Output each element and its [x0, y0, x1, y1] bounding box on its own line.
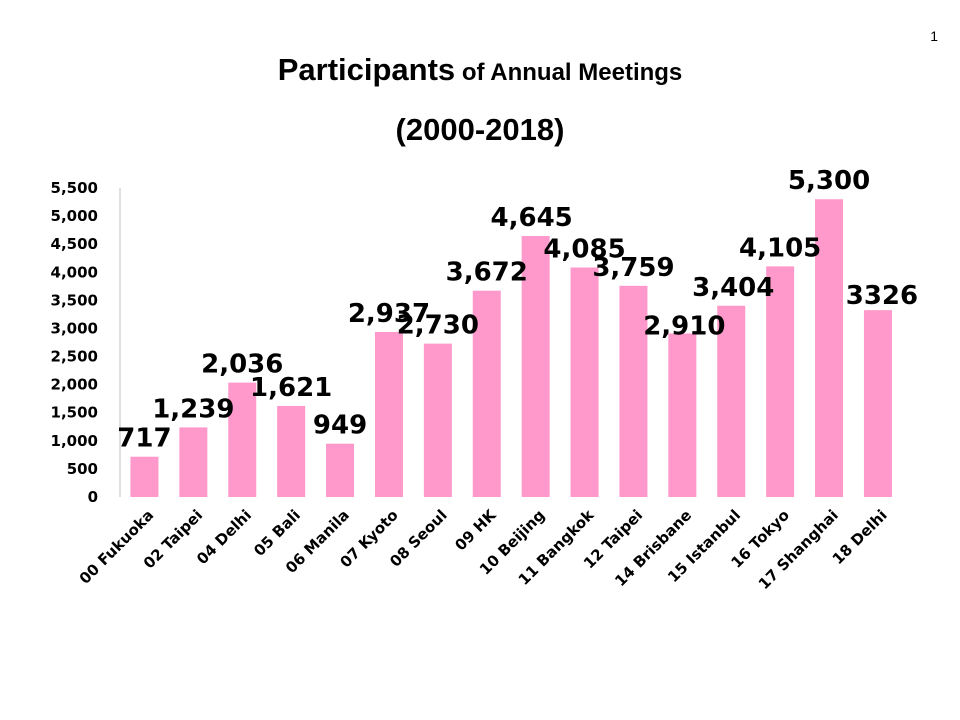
bar-02-taipei: [179, 427, 208, 497]
y-tick-label: 1,000: [51, 432, 98, 450]
y-tick-label: 5,000: [51, 207, 98, 225]
bar-05-bali: [277, 405, 306, 497]
y-tick-label: 5,500: [51, 179, 98, 197]
y-tick-label: 1,500: [51, 404, 98, 422]
y-tick-label: 4,000: [51, 263, 98, 281]
bar-06-manila: [326, 443, 355, 497]
data-label: 3,759: [592, 253, 674, 283]
x-tick-label: 00 Fukuoka: [76, 506, 158, 588]
y-tick-label: 4,500: [51, 235, 98, 253]
x-tick-label: 09 HK: [451, 505, 500, 554]
y-tick-label: 3,500: [51, 291, 98, 309]
bar-07-kyoto: [374, 331, 403, 497]
data-label: 5,300: [788, 166, 870, 196]
data-label: 4,105: [739, 233, 821, 263]
chart-title-years: (2000-2018): [395, 112, 565, 147]
bar-09-hk: [472, 290, 501, 497]
bar-10-beijing: [521, 236, 550, 497]
bar-04-delhi: [228, 382, 257, 497]
data-label: 3326: [846, 281, 918, 311]
data-label: 1,239: [152, 394, 234, 424]
chart-title: Participants of Annual Meetings: [0, 52, 960, 88]
bar-17-shanghai: [815, 199, 844, 497]
bar-16-tokyo: [766, 266, 795, 497]
y-tick-label: 500: [67, 460, 98, 478]
y-tick-label: 2,500: [51, 348, 98, 366]
data-label: 4,645: [491, 203, 573, 233]
bar-11-bangkok: [570, 267, 599, 497]
data-label: 2,730: [397, 311, 479, 341]
data-label: 949: [313, 411, 367, 441]
bar-12-taipei: [619, 285, 648, 497]
chart-title-sub: of Annual Meetings: [455, 59, 683, 86]
bar-00-fukuoka: [130, 456, 159, 497]
data-label: 3,404: [692, 273, 774, 303]
data-label: 4,085: [543, 234, 625, 264]
data-label: 3,672: [446, 258, 528, 288]
data-label: 2,036: [201, 350, 283, 380]
bar-14-brisbane: [668, 333, 697, 497]
page-number: 1: [930, 28, 938, 44]
bar-18-delhi: [863, 310, 892, 497]
y-axis: 0 500 1,000 1,500 2,000 2,500 3,000 3,500 4,000 4…: [51, 179, 121, 506]
chart-title-main: Participants: [277, 52, 456, 87]
bar-08-seoul: [423, 343, 452, 497]
y-tick-label: 3,000: [51, 319, 98, 337]
bars: [130, 199, 892, 497]
y-tick-label: 2,000: [51, 376, 98, 394]
data-label: 1,621: [250, 373, 332, 403]
bar-15-istanbul: [717, 305, 746, 497]
y-tick-label: 0: [88, 488, 98, 506]
data-label: 717: [117, 424, 171, 454]
data-label: 2,937: [348, 299, 430, 329]
data-label: 2,910: [643, 312, 725, 342]
